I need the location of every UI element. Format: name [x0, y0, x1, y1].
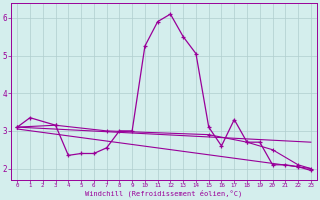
X-axis label: Windchill (Refroidissement éolien,°C): Windchill (Refroidissement éolien,°C) [85, 190, 243, 197]
